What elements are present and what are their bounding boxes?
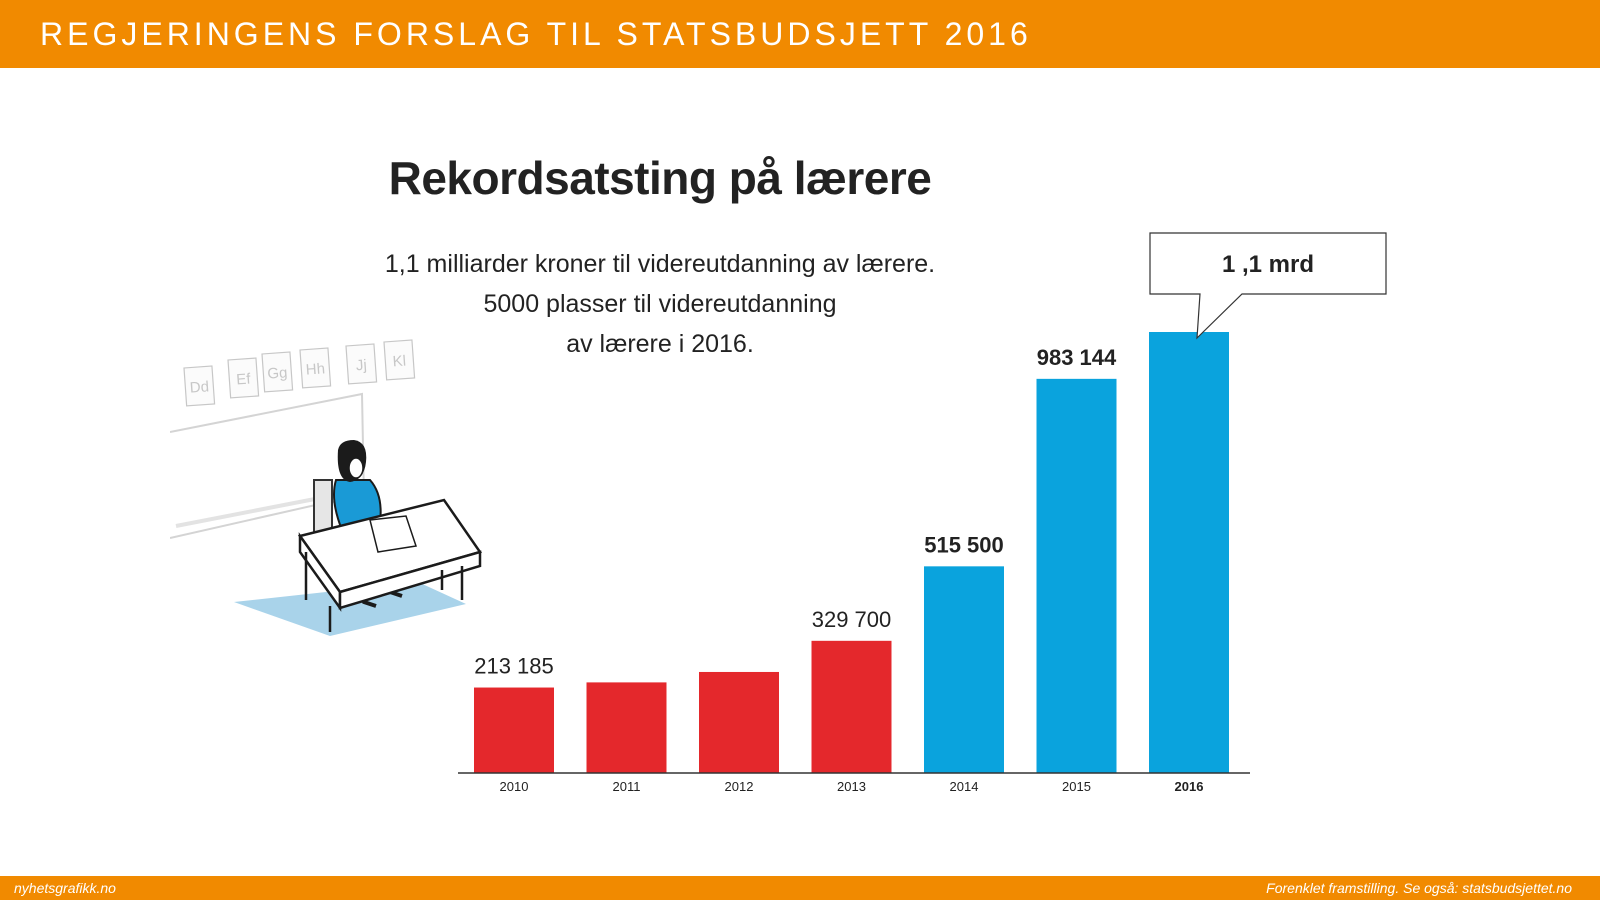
callout-label: 1 ,1 mrd	[1222, 251, 1314, 278]
x-tick-label: 2010	[500, 779, 529, 794]
data-label: 515 500	[924, 532, 1004, 557]
x-tick-label: 2011	[613, 779, 641, 794]
bar-2013	[811, 640, 892, 773]
callout-box	[1149, 232, 1387, 340]
subtitle-line: 1,1 milliarder kroner til videreutdannin…	[384, 250, 936, 278]
letter-card-text: Dd	[189, 378, 209, 396]
x-tick-label: 2014	[950, 779, 979, 794]
letter-card	[227, 357, 260, 399]
subtitle-line: av lærere i 2016.	[566, 330, 754, 358]
x-tick-label: 2012	[725, 779, 754, 794]
footer-bar: nyhetsgrafikk.no Forenklet framstilling.…	[0, 876, 1600, 900]
bar-2015	[1036, 378, 1117, 773]
letter-card-text: Jj	[355, 357, 367, 375]
chart-subtitle: 1,1 milliarder kroner til videreutdannin…	[300, 244, 1020, 364]
letter-card-text: Kl	[392, 353, 406, 371]
chart-headline: Rekordsatsting på lærere	[388, 152, 932, 204]
header-bar: REGJERINGENS FORSLAG TIL STATSBUDSJETT 2…	[0, 0, 1600, 68]
letter-card	[261, 351, 294, 393]
desk	[297, 498, 483, 632]
footer-note: Forenklet framstilling. Se også: statsbu…	[1266, 880, 1572, 896]
x-tick-label: 2013	[837, 779, 866, 794]
header-title: REGJERINGENS FORSLAG TIL STATSBUDSJETT 2…	[40, 16, 1032, 52]
bar-2012	[699, 671, 779, 773]
data-label: 213 185	[474, 654, 554, 679]
subtitle-line: 5000 plasser til videreutdanning	[483, 290, 837, 318]
letter-cards: Dd Ef Gg Hh Jj Kl	[183, 339, 416, 407]
letter-card-text: Hh	[305, 360, 325, 378]
letter-card	[383, 339, 416, 381]
floor-shadow	[234, 582, 466, 636]
bar-2011	[586, 682, 667, 773]
bar-2016	[1149, 332, 1229, 773]
bar-2010	[474, 687, 554, 773]
x-tick-label: 2016	[1175, 779, 1204, 794]
footer-source: nyhetsgrafikk.no	[14, 880, 116, 896]
letter-card	[299, 347, 332, 389]
letter-card-text: Ef	[236, 370, 252, 388]
letter-card-text: Gg	[267, 364, 288, 382]
letter-card	[345, 343, 378, 385]
teacher-illustration: Dd Ef Gg Hh Jj Kl	[170, 339, 483, 636]
letter-card	[183, 365, 216, 407]
bar-2014	[924, 566, 1004, 773]
data-label: 329 700	[812, 607, 892, 632]
data-label: 983 144	[1037, 345, 1117, 370]
paper-sheet	[369, 515, 417, 553]
x-tick-label: 2015	[1062, 779, 1091, 794]
